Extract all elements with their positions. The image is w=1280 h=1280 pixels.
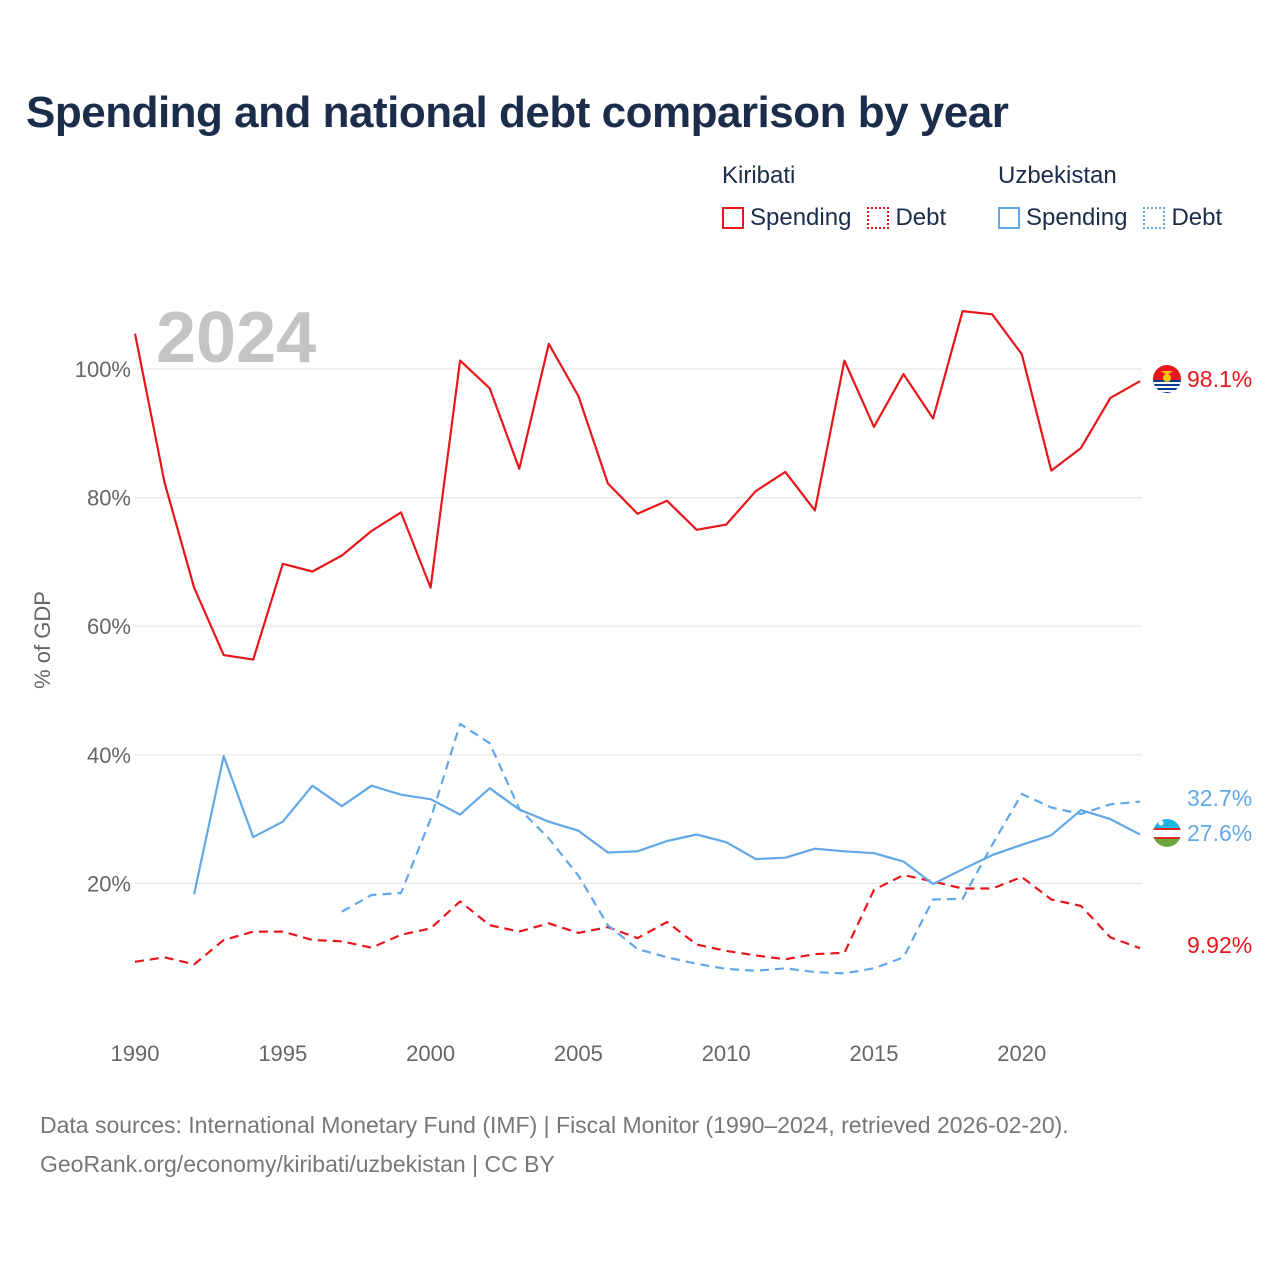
legend-country-uzbekistan: Uzbekistan bbox=[998, 162, 1117, 189]
x-tick-label: 2010 bbox=[702, 1041, 751, 1066]
end-label-uzbekistan-spending: 27.6% bbox=[1187, 820, 1252, 846]
y-tick-label: 20% bbox=[87, 871, 131, 896]
legend-swatch-solid-icon bbox=[722, 207, 744, 229]
flag-kiribati-icon bbox=[1153, 365, 1181, 393]
legend-label: Spending bbox=[1026, 204, 1128, 231]
x-tick-label: 1995 bbox=[258, 1041, 307, 1066]
legend-group-kiribati: Kiribati Spending Debt bbox=[722, 162, 962, 232]
legend-label: Debt bbox=[1171, 204, 1223, 231]
x-tick-label: 2015 bbox=[849, 1041, 898, 1066]
end-markers: 98.1% 9.92% 27.6% 32.7% bbox=[1153, 365, 1252, 960]
flag-kiribati-icon bbox=[1153, 931, 1181, 960]
x-axis-ticks: 1990 1995 2000 2005 2010 2015 2020 bbox=[111, 1041, 1047, 1066]
footer-source: Data sources: International Monetary Fun… bbox=[40, 1112, 1069, 1138]
legend-label: Debt bbox=[895, 204, 947, 231]
legend-label: Spending bbox=[750, 204, 852, 231]
series-line-kiribati-spending bbox=[133, 310, 1141, 661]
y-tick-label: 40% bbox=[87, 743, 131, 768]
y-axis-ticks: 20% 40% 60% 80% 100% bbox=[75, 357, 131, 896]
legend-item-kiribati-spending[interactable]: Spending bbox=[722, 204, 851, 232]
series-line-uzbekistan-spending bbox=[193, 755, 1141, 895]
end-label-uzbekistan-debt: 32.7% bbox=[1187, 785, 1252, 811]
legend-country-kiribati: Kiribati bbox=[722, 162, 796, 189]
y-tick-label: 60% bbox=[87, 614, 131, 639]
legend-swatch-dotted-icon bbox=[867, 207, 890, 229]
legend-item-uzbekistan-debt[interactable]: Debt bbox=[1143, 204, 1222, 232]
legend-swatch-dotted-icon bbox=[1143, 207, 1166, 229]
legend-group-uzbekistan: Uzbekistan Spending Debt bbox=[998, 162, 1238, 232]
x-tick-label: 1990 bbox=[111, 1041, 160, 1066]
x-tick-label: 2000 bbox=[406, 1041, 455, 1066]
series-line-uzbekistan-debt bbox=[341, 722, 1141, 975]
x-tick-label: 2020 bbox=[997, 1041, 1046, 1066]
series-line-kiribati-debt bbox=[134, 873, 1141, 966]
flag-uzbekistan-icon bbox=[1153, 819, 1181, 847]
chart-title: Spending and national debt comparison by… bbox=[26, 88, 1009, 137]
y-axis-label: % of GDP bbox=[30, 591, 55, 689]
year-watermark: 2024 bbox=[156, 298, 316, 378]
end-label-kiribati-spending: 98.1% bbox=[1187, 366, 1252, 392]
legend-item-kiribati-debt[interactable]: Debt bbox=[867, 204, 946, 232]
x-tick-label: 2005 bbox=[554, 1041, 603, 1066]
legend-item-uzbekistan-spending[interactable]: Spending bbox=[998, 204, 1127, 232]
series-lines bbox=[133, 310, 1141, 975]
footer-link[interactable]: GeoRank.org/economy/kiribati/uzbekistan … bbox=[40, 1151, 555, 1177]
footer: Data sources: International Monetary Fun… bbox=[40, 1106, 1069, 1184]
end-label-kiribati-debt: 9.92% bbox=[1187, 932, 1252, 958]
y-tick-label: 80% bbox=[87, 486, 131, 511]
grid-lines bbox=[135, 368, 1142, 885]
y-tick-label: 100% bbox=[75, 357, 131, 382]
flag-uzbekistan-icon bbox=[1153, 784, 1181, 813]
legend-swatch-solid-icon bbox=[998, 207, 1020, 229]
